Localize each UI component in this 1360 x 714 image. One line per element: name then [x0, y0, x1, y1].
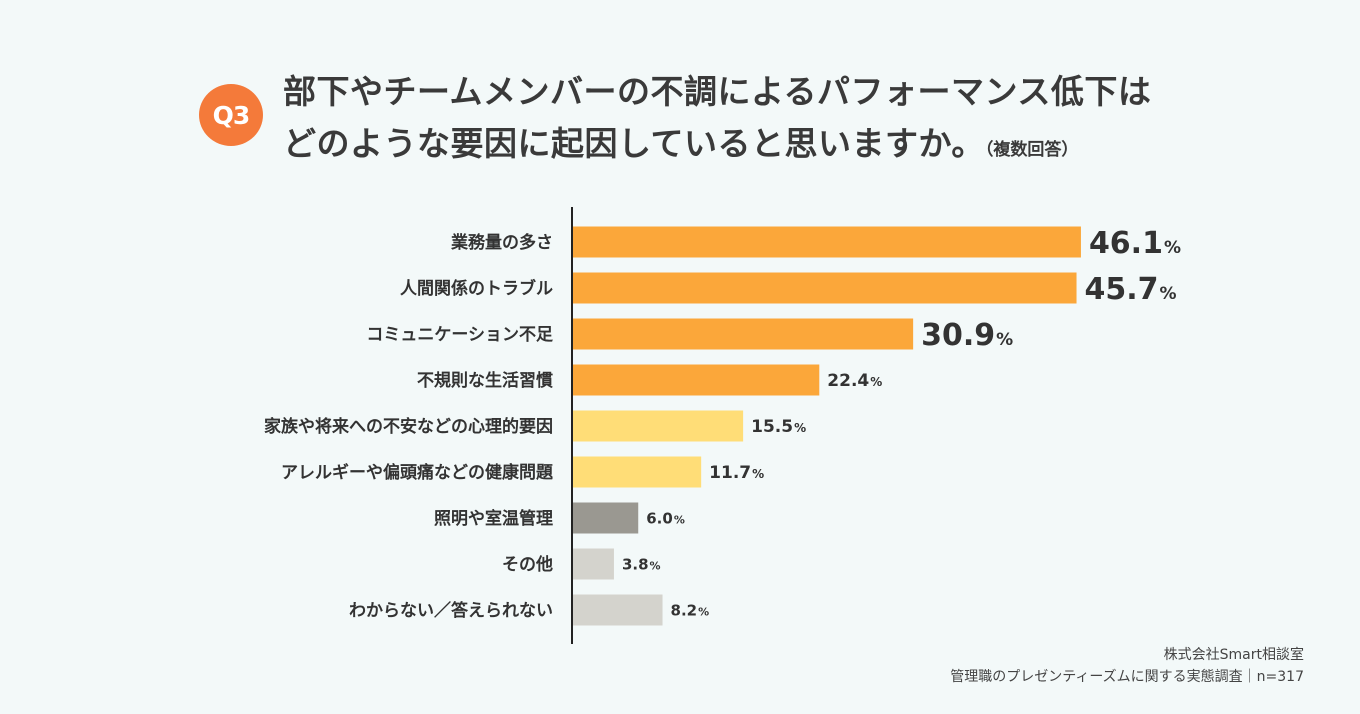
value-label: 30.9%	[921, 318, 1013, 353]
value-label: 15.5%	[751, 417, 806, 437]
category-label: わからない／答えられない	[349, 600, 553, 621]
category-label: 不規則な生活習慣	[417, 370, 553, 391]
title-line-2-text: どのような要因に起因していると思いますか。	[283, 124, 985, 163]
bar	[572, 364, 820, 396]
source-survey: 管理職のプレゼンティーズムに関する実態調査｜n=317	[950, 669, 1304, 685]
source-note: 株式会社Smart相談室 管理職のプレゼンティーズムに関する実態調査｜n=317	[950, 644, 1304, 688]
category-label: コミュニケーション不足	[366, 325, 553, 345]
value-label: 45.7%	[1085, 272, 1177, 307]
category-label: 照明や室温管理	[434, 508, 553, 529]
value-label: 8.2%	[671, 601, 710, 619]
title-line-2: どのような要因に起因していると思いますか。（複数回答）	[283, 118, 1283, 176]
question-badge: Q3	[199, 84, 263, 146]
category-label: その他	[502, 554, 553, 575]
category-label: 人間関係のトラブル	[400, 278, 553, 299]
value-label: 3.8%	[622, 555, 661, 573]
bar	[572, 548, 614, 580]
value-label: 6.0%	[646, 509, 685, 527]
category-label: 家族や将来への不安などの心理的要因	[264, 416, 553, 437]
value-label: 11.7%	[709, 463, 764, 483]
title-note: （複数回答）	[984, 140, 1079, 160]
value-label: 46.1%	[1089, 226, 1181, 261]
bar	[572, 318, 914, 350]
value-label: 22.4%	[827, 371, 882, 391]
bar	[572, 410, 744, 442]
bar	[572, 272, 1077, 304]
category-label: アレルギーや偏頭痛などの健康問題	[281, 462, 554, 483]
bar	[572, 594, 663, 626]
category-label: 業務量の多さ	[451, 232, 553, 253]
bar	[572, 502, 639, 534]
source-company: 株式会社Smart相談室	[1163, 647, 1304, 663]
page-title: 部下やチームメンバーの不調によるパフォーマンス低下は どのような要因に起因してい…	[283, 66, 1283, 176]
title-line-1: 部下やチームメンバーの不調によるパフォーマンス低下は	[283, 72, 1152, 111]
bar	[572, 456, 702, 488]
bar	[572, 226, 1081, 258]
